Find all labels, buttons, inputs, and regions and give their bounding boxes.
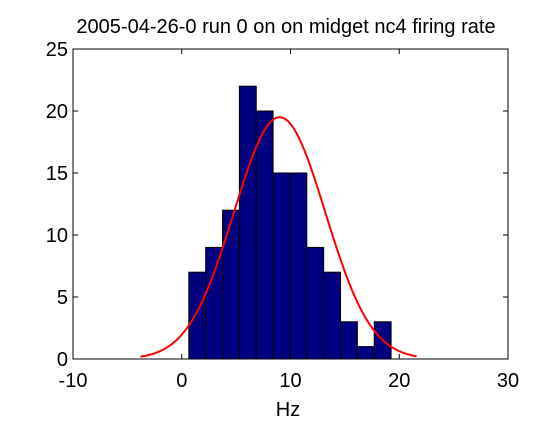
gaussian-fit-curve	[140, 116, 417, 358]
histogram-bar-5	[255, 110, 274, 360]
y-tick-label-4: 15	[46, 163, 68, 185]
histogram-bar-10	[340, 321, 358, 360]
bars-layer	[188, 85, 392, 360]
chart-title: 2005-04-26-0 run 0 on on midget nc4 firi…	[76, 16, 495, 38]
y-tick-label-5: 20	[46, 101, 68, 123]
x-tick-label-3: 10	[279, 370, 301, 392]
y-tick-label-6: 25	[46, 39, 68, 61]
histogram-bar-9	[323, 271, 342, 360]
histogram-bar-7	[289, 172, 308, 360]
histogram-bar-8	[306, 246, 325, 360]
x-tick-label-5: 30	[497, 370, 519, 392]
histogram-bar-2	[205, 246, 224, 360]
histogram-bar-11	[356, 346, 375, 360]
histogram-bar-1	[188, 271, 207, 360]
histogram-bar-3	[222, 209, 240, 360]
y-tick-label-3: 10	[46, 225, 68, 247]
y-tick-label-2: 5	[57, 287, 68, 309]
y-tick-label-1: 0	[57, 349, 68, 371]
histogram-bar-6	[272, 172, 291, 360]
x-tick-label-4: 20	[388, 370, 410, 392]
x-axis-label: Hz	[276, 399, 300, 420]
fit-curve-layer	[140, 116, 417, 358]
histogram-bar-4	[238, 85, 257, 360]
x-tick-label-2: 0	[176, 370, 187, 392]
x-tick-label-1: -10	[59, 370, 88, 392]
